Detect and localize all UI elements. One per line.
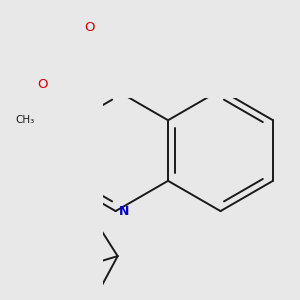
Text: O: O [37, 78, 48, 91]
Text: N: N [118, 205, 129, 218]
Text: CH₃: CH₃ [15, 115, 34, 125]
Text: O: O [84, 20, 94, 34]
